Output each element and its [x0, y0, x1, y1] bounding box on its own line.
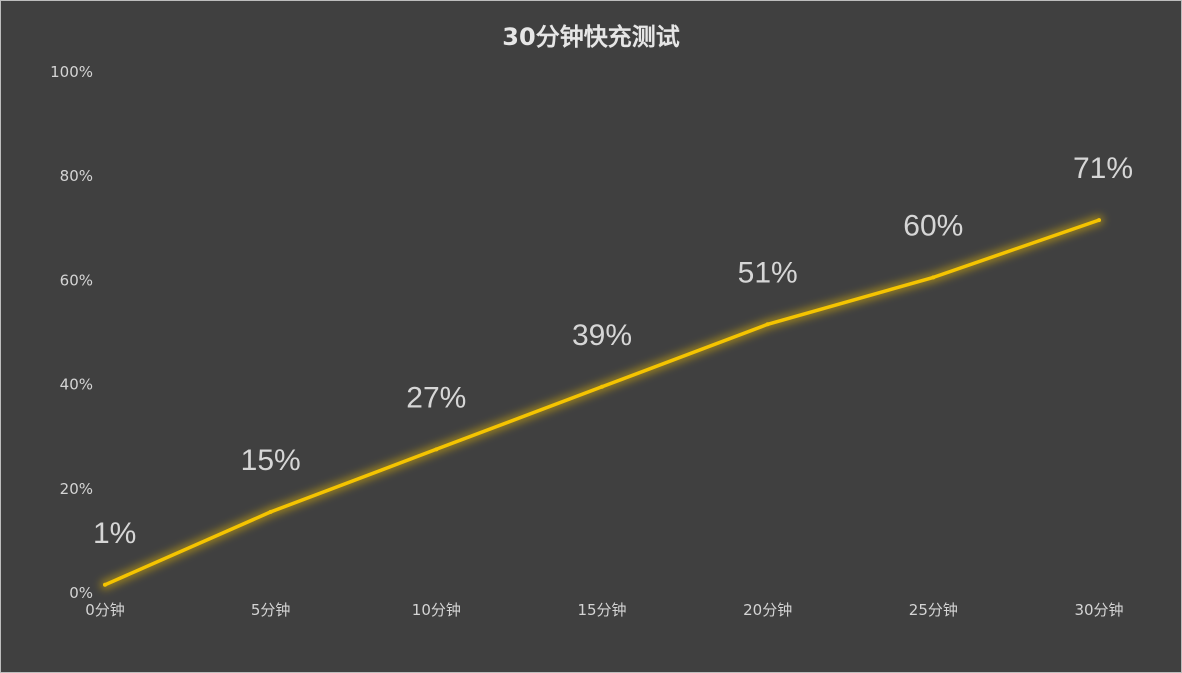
data-label: 39%: [572, 319, 632, 352]
series-line-glow: [100, 215, 1104, 590]
data-point: [1097, 218, 1101, 223]
y-axis-ticks: 0% 20% 40% 60% 80% 100%: [50, 63, 93, 602]
data-point: [765, 322, 770, 327]
x-tick-label: 5分钟: [251, 601, 291, 619]
data-point: [103, 582, 107, 587]
data-label: 71%: [1073, 152, 1133, 185]
x-tick-label: 25分钟: [909, 601, 958, 619]
y-tick-label: 20%: [60, 480, 93, 498]
data-labels: 1% 15% 27% 39% 51% 60% 71%: [93, 152, 1133, 550]
y-tick-label: 80%: [60, 167, 93, 185]
x-axis-ticks: 0分钟 5分钟 10分钟 15分钟 20分钟 25分钟 30分钟: [85, 601, 1123, 619]
data-label: 15%: [241, 444, 301, 477]
data-point: [600, 384, 604, 389]
data-point: [268, 509, 273, 514]
x-tick-label: 20分钟: [743, 601, 792, 619]
y-tick-label: 60%: [60, 271, 93, 289]
series-lines: [100, 215, 1104, 590]
x-tick-label: 30分钟: [1074, 601, 1123, 619]
data-label: 60%: [903, 209, 963, 242]
y-tick-label: 40%: [60, 376, 93, 394]
x-tick-label: 15分钟: [577, 601, 626, 619]
x-tick-label: 0分钟: [85, 601, 125, 619]
data-label: 1%: [93, 517, 136, 550]
data-label: 51%: [738, 256, 798, 289]
data-point: [931, 275, 936, 280]
data-label: 27%: [406, 381, 466, 414]
data-point: [434, 447, 439, 452]
y-tick-label: 100%: [50, 63, 93, 81]
x-tick-label: 10分钟: [412, 601, 461, 619]
chart-title: 30分钟快充测试: [502, 23, 679, 51]
y-tick-label: 0%: [69, 584, 93, 602]
